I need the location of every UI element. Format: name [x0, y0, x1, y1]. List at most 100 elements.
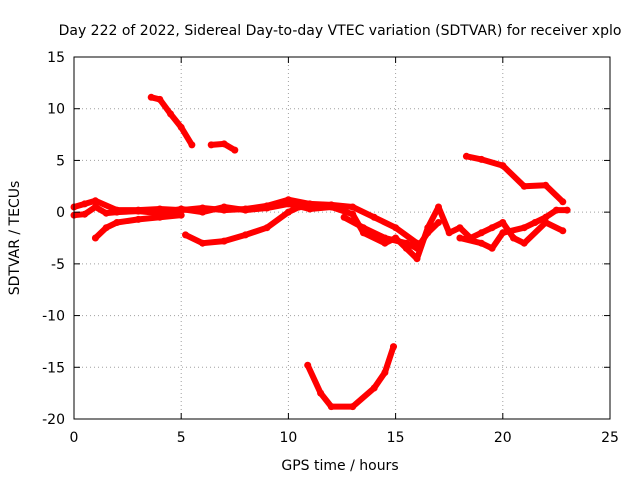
- data-point: [134, 207, 142, 215]
- data-point: [177, 123, 185, 131]
- data-point: [177, 205, 185, 213]
- data-point: [188, 141, 196, 149]
- data-point: [477, 155, 485, 163]
- data-point: [499, 229, 507, 237]
- data-point: [349, 403, 357, 411]
- series-arc-9: [456, 207, 571, 252]
- data-point: [381, 369, 389, 376]
- data-point: [199, 239, 207, 247]
- data-point: [220, 237, 228, 245]
- data-point: [304, 361, 312, 369]
- data-point: [102, 209, 110, 217]
- data-point: [462, 152, 470, 160]
- data-point: [510, 234, 517, 242]
- data-point: [306, 205, 314, 213]
- data-point: [327, 203, 335, 211]
- data-point: [81, 210, 89, 218]
- data-point: [435, 219, 442, 226]
- y-tick-labels: -20 -15 -10 -5 0 5 10 15: [42, 50, 65, 428]
- data-point: [242, 206, 249, 214]
- data-point: [177, 211, 185, 219]
- data-point: [392, 224, 400, 232]
- data-point: [402, 239, 410, 247]
- data-point: [559, 227, 567, 235]
- data-point: [413, 255, 421, 263]
- data-point: [91, 203, 99, 211]
- y-tick-label: -5: [51, 257, 65, 273]
- data-point: [284, 208, 292, 216]
- data-point: [499, 162, 507, 170]
- x-tick-label: 20: [494, 430, 512, 446]
- data-point: [390, 343, 397, 351]
- x-tick-label: 10: [279, 430, 297, 446]
- data-point: [220, 140, 228, 148]
- x-tick-labels: 0 5 10 15 20 25: [70, 430, 619, 446]
- data-point: [488, 244, 496, 252]
- data-point: [413, 244, 421, 252]
- data-point: [542, 181, 550, 189]
- data-point: [499, 219, 507, 226]
- data-point: [370, 213, 378, 221]
- data-point: [349, 203, 357, 211]
- axis-ticks: [73, 56, 611, 420]
- data-point: [156, 95, 164, 103]
- x-tick-label: 25: [601, 430, 619, 446]
- data-point: [552, 206, 560, 214]
- data-point: [477, 229, 485, 237]
- data-point: [424, 229, 432, 237]
- data-point: [349, 210, 357, 218]
- data-point: [91, 197, 99, 205]
- data-point: [327, 403, 335, 411]
- data-point: [113, 219, 121, 226]
- data-point: [563, 206, 571, 214]
- chart-title: Day 222 of 2022, Sidereal Day-to-day VTE…: [59, 23, 622, 39]
- data-point: [317, 389, 325, 397]
- data-point: [456, 234, 464, 242]
- x-tick-label: 5: [177, 430, 186, 446]
- data-point: [531, 219, 539, 226]
- data-point: [134, 215, 142, 223]
- data-point: [156, 213, 164, 221]
- plot-frame: [73, 56, 611, 420]
- y-axis-label: SDTVAR / TECUs: [7, 181, 23, 296]
- series-arc-10: [304, 343, 397, 410]
- data-point: [242, 231, 249, 239]
- data-point: [488, 224, 496, 232]
- data-point: [263, 204, 271, 212]
- y-tick-label: -20: [42, 412, 65, 428]
- data-point: [207, 141, 215, 149]
- data-point: [520, 239, 528, 247]
- data-point: [456, 224, 464, 232]
- data-point: [477, 239, 485, 247]
- x-tick-label: 0: [70, 430, 79, 446]
- x-tick-label: 15: [387, 430, 405, 446]
- data-point: [295, 203, 303, 211]
- data-point: [220, 203, 228, 211]
- data-point: [102, 224, 110, 232]
- y-tick-label: 0: [56, 205, 65, 221]
- data-point: [199, 208, 207, 216]
- data-series: [70, 93, 571, 411]
- y-tick-label: -15: [42, 360, 65, 376]
- data-point: [231, 146, 239, 154]
- data-point: [263, 224, 271, 232]
- data-point: [359, 224, 367, 232]
- data-point: [445, 229, 453, 237]
- series-arc-1: [148, 94, 195, 148]
- y-tick-label: 5: [56, 153, 65, 169]
- data-point: [91, 234, 99, 242]
- series-arc-8: [463, 153, 566, 205]
- data-point: [182, 231, 189, 239]
- data-point: [81, 200, 89, 208]
- data-point: [542, 213, 550, 221]
- data-point: [520, 182, 528, 190]
- data-point: [370, 384, 378, 392]
- data-point: [520, 224, 528, 232]
- data-point: [147, 93, 155, 101]
- y-tick-label: -10: [42, 309, 65, 325]
- data-point: [559, 198, 567, 206]
- data-point: [167, 110, 174, 118]
- x-axis-label: GPS time / hours: [281, 458, 398, 474]
- y-tick-label: 10: [47, 102, 65, 118]
